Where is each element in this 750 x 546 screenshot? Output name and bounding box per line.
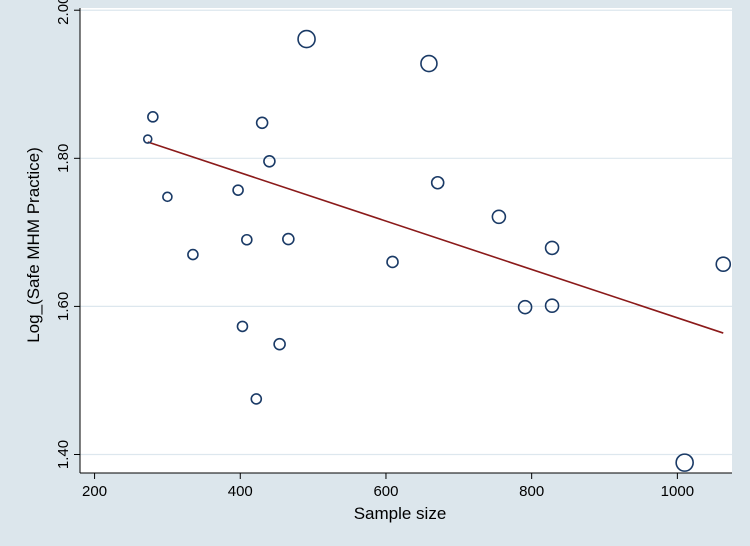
data-points [142,29,732,472]
data-point-16 [491,209,507,225]
axes [79,8,732,474]
fit-line-group [147,141,724,334]
data-point-1 [147,111,159,123]
y-axis-ticks: 1.40 1.60 1.80 2.00 [55,0,80,469]
data-point-10 [273,337,286,351]
y-tick-label-2: 1.80 [55,144,72,173]
data-point-12 [297,29,316,49]
data-point-4 [232,184,244,196]
data-point-3 [187,248,199,261]
y-axis-title: Log_(Safe MHM Practice) [24,147,43,343]
data-point-17 [517,299,533,315]
data-point-18 [544,240,560,256]
data-point-6 [241,233,253,246]
data-point-19 [544,298,560,313]
data-point-20 [675,453,694,472]
data-point-0 [142,134,153,144]
data-point-15 [430,175,445,190]
data-point-11 [282,232,295,246]
grid-lines [80,9,732,456]
fit-line [147,141,724,334]
data-point-13 [386,255,399,269]
plot-area [80,8,732,473]
data-point-8 [255,116,269,130]
data-point-21 [715,256,732,272]
y-tick-label-0: 1.40 [55,440,72,469]
x-tick-label-0: 200 [82,483,107,500]
x-tick-label-2: 600 [373,483,398,500]
x-axis-ticks: 200 400 600 800 1000 [82,473,694,500]
data-point-5 [236,320,249,333]
x-tick-label-1: 400 [228,483,253,500]
data-point-14 [420,54,438,73]
data-point-9 [263,154,276,168]
y-tick-label-3: 2.00 [55,0,72,25]
data-point-2 [162,191,173,203]
x-tick-label-4: 1000 [661,483,694,500]
x-tick-label-3: 800 [519,483,544,500]
y-tick-label-1: 1.60 [55,292,72,321]
data-point-7 [250,393,263,405]
x-axis-title: Sample size [354,504,447,523]
